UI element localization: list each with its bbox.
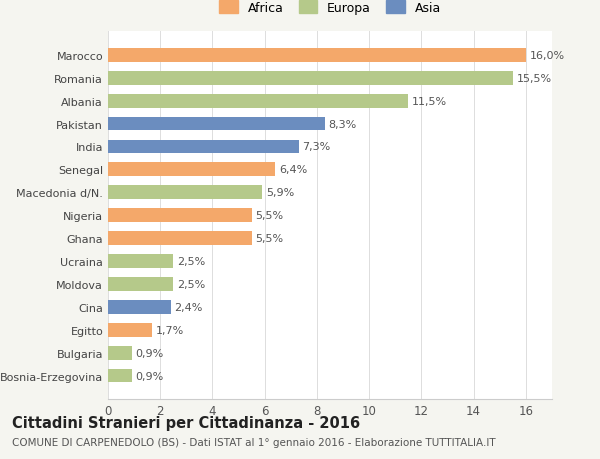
- Text: 5,5%: 5,5%: [256, 211, 284, 221]
- Bar: [108, 72, 513, 85]
- Text: 8,3%: 8,3%: [329, 119, 357, 129]
- Bar: [108, 140, 299, 154]
- Text: 1,7%: 1,7%: [157, 325, 185, 335]
- Text: 2,5%: 2,5%: [177, 257, 205, 266]
- Text: 6,4%: 6,4%: [279, 165, 307, 175]
- Bar: [108, 346, 131, 360]
- Text: COMUNE DI CARPENEDOLO (BS) - Dati ISTAT al 1° gennaio 2016 - Elaborazione TUTTIT: COMUNE DI CARPENEDOLO (BS) - Dati ISTAT …: [12, 437, 496, 447]
- Text: 16,0%: 16,0%: [530, 50, 565, 61]
- Bar: [108, 323, 152, 337]
- Bar: [108, 95, 409, 108]
- Text: 0,9%: 0,9%: [136, 348, 164, 358]
- Text: 2,4%: 2,4%: [175, 302, 203, 312]
- Bar: [108, 369, 131, 383]
- Text: 0,9%: 0,9%: [136, 371, 164, 381]
- Bar: [108, 163, 275, 177]
- Text: 5,5%: 5,5%: [256, 234, 284, 244]
- Legend: Africa, Europa, Asia: Africa, Europa, Asia: [215, 0, 445, 18]
- Bar: [108, 118, 325, 131]
- Text: 5,9%: 5,9%: [266, 188, 294, 198]
- Text: 2,5%: 2,5%: [177, 280, 205, 289]
- Bar: [108, 300, 170, 314]
- Bar: [108, 49, 526, 62]
- Text: 11,5%: 11,5%: [412, 96, 448, 106]
- Bar: [108, 209, 251, 223]
- Text: Cittadini Stranieri per Cittadinanza - 2016: Cittadini Stranieri per Cittadinanza - 2…: [12, 415, 360, 431]
- Bar: [108, 277, 173, 291]
- Bar: [108, 232, 251, 246]
- Text: 15,5%: 15,5%: [517, 73, 552, 84]
- Text: 7,3%: 7,3%: [302, 142, 331, 152]
- Bar: [108, 186, 262, 200]
- Bar: [108, 255, 173, 269]
